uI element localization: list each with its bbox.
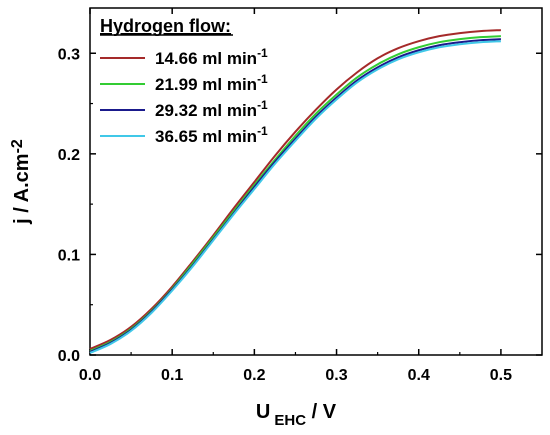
y-tick-label: 0.1 <box>58 247 80 264</box>
legend-title: Hydrogen flow: <box>100 16 231 36</box>
x-tick-label: 0.1 <box>161 367 183 384</box>
series-line-1 <box>89 29 501 350</box>
y-tick-label: 0.2 <box>58 147 80 164</box>
legend-label-1: 14.66 ml min-1 <box>155 46 268 68</box>
series-line-4 <box>89 40 501 354</box>
plot-frame <box>89 7 543 356</box>
series-line-2 <box>89 35 501 352</box>
series-line-3 <box>89 38 501 353</box>
legend-label-2: 21.99 ml min-1 <box>155 72 268 94</box>
legend-label-3: 29.32 ml min-1 <box>155 98 268 120</box>
legend-label-4: 36.65 ml min-1 <box>155 124 268 146</box>
x-tick-label: 0.5 <box>490 367 512 384</box>
x-tick-label: 0.2 <box>243 367 265 384</box>
x-tick-label: 0.4 <box>408 367 430 384</box>
x-tick-label: 0.0 <box>79 367 101 384</box>
y-tick-label: 0.3 <box>58 46 80 63</box>
x-axis-label: U EHC / V <box>256 401 337 429</box>
x-tick-label: 0.3 <box>325 367 347 384</box>
y-axis-label: j / A.cm-2 <box>9 139 33 225</box>
y-tick-label: 0.0 <box>58 348 80 365</box>
